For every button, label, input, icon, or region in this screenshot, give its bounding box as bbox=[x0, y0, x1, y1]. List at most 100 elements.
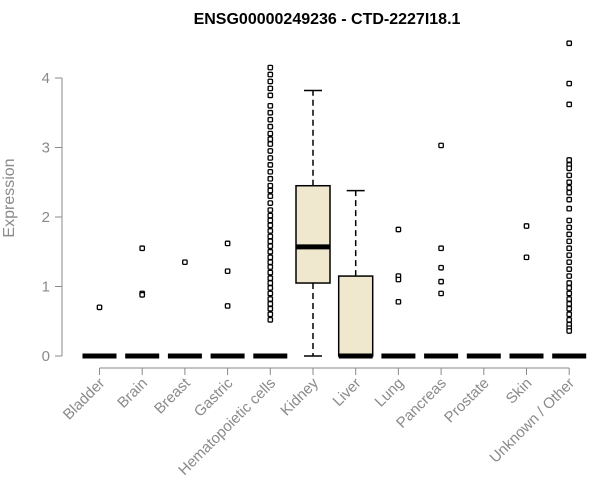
x-tick-label: Bladder bbox=[60, 375, 109, 424]
outlier-point bbox=[267, 175, 274, 182]
outlier-point bbox=[267, 228, 274, 234]
outlier-point bbox=[566, 101, 573, 108]
outlier-point bbox=[267, 280, 274, 286]
outlier-point bbox=[566, 172, 573, 179]
outlier-point bbox=[566, 205, 573, 212]
outlier-point bbox=[224, 240, 231, 247]
outlier-point bbox=[267, 141, 274, 147]
outlier-point bbox=[267, 200, 274, 206]
outlier-point bbox=[96, 304, 103, 311]
x-tick-label: Kidney bbox=[277, 374, 322, 419]
outlier-point bbox=[267, 109, 274, 116]
outlier-point bbox=[395, 276, 402, 283]
box-group-unknown-other bbox=[552, 40, 587, 359]
outlier-point bbox=[267, 275, 274, 282]
box-group-kidney bbox=[295, 89, 331, 357]
outlier-point bbox=[224, 303, 231, 309]
outlier-point bbox=[566, 328, 573, 334]
outlier-point bbox=[566, 259, 573, 266]
outlier-point bbox=[566, 266, 573, 272]
y-tick-label: 2 bbox=[42, 209, 50, 226]
outlier-point bbox=[438, 278, 444, 285]
outlier-point bbox=[267, 130, 274, 137]
box-group-breast bbox=[167, 259, 202, 359]
y-axis: 0 1 2 3 4 bbox=[42, 70, 63, 365]
outlier-point bbox=[267, 162, 274, 168]
y-axis-label: Expression bbox=[1, 158, 18, 237]
outlier-point bbox=[139, 245, 146, 252]
outlier-point bbox=[267, 168, 274, 175]
outlier-point bbox=[566, 317, 573, 323]
outlier-point bbox=[267, 301, 274, 307]
box-group-bladder bbox=[82, 304, 117, 359]
outlier-point bbox=[267, 85, 274, 92]
outlier-point bbox=[566, 80, 573, 87]
outlier-point bbox=[566, 217, 573, 224]
outlier-point bbox=[267, 136, 274, 143]
outlier-point bbox=[566, 157, 573, 163]
outlier-point bbox=[267, 317, 274, 323]
outlier-point bbox=[566, 273, 573, 279]
outlier-point bbox=[566, 301, 573, 307]
outlier-point bbox=[566, 184, 573, 191]
outlier-point bbox=[566, 252, 573, 259]
outlier-point bbox=[566, 40, 573, 47]
outlier-point bbox=[267, 233, 274, 240]
box-group-skin bbox=[509, 223, 544, 359]
outlier-point bbox=[267, 182, 274, 189]
outlier-point bbox=[566, 189, 573, 196]
outlier-point bbox=[566, 231, 573, 238]
outlier-point bbox=[566, 296, 573, 302]
x-tick-label: Brain bbox=[114, 375, 151, 412]
outlier-point bbox=[566, 179, 573, 186]
outlier-point bbox=[566, 238, 573, 245]
outlier-point bbox=[566, 224, 573, 231]
outlier-point bbox=[438, 290, 444, 297]
box-group-hematopoietic-cells bbox=[253, 64, 288, 359]
outlier-point bbox=[438, 142, 444, 149]
plot-area bbox=[82, 40, 587, 359]
outlier-point bbox=[224, 268, 231, 275]
outlier-point bbox=[267, 248, 274, 255]
outlier-point bbox=[267, 116, 274, 123]
outlier-point bbox=[438, 264, 444, 271]
x-tick-label: Liver bbox=[330, 375, 365, 410]
outlier-point bbox=[267, 212, 274, 219]
outlier-point bbox=[267, 243, 274, 250]
y-tick-label: 0 bbox=[42, 348, 50, 365]
outlier-point bbox=[566, 285, 573, 291]
outlier-point bbox=[523, 254, 530, 261]
outlier-point bbox=[267, 259, 274, 266]
outlier-point bbox=[267, 102, 274, 109]
outlier-point bbox=[566, 290, 573, 297]
outlier-point bbox=[267, 78, 274, 85]
outlier-point bbox=[438, 245, 444, 252]
box-group-brain bbox=[125, 245, 160, 359]
box-group-gastric bbox=[210, 240, 245, 359]
box-group-lung bbox=[381, 226, 416, 359]
outlier-point bbox=[267, 207, 274, 213]
outlier-point bbox=[566, 245, 573, 252]
outlier-point bbox=[523, 223, 530, 229]
outlier-point bbox=[267, 155, 274, 161]
x-tick-label: Breast bbox=[151, 374, 194, 417]
outlier-point bbox=[267, 305, 274, 312]
box-group-pancreas bbox=[424, 142, 459, 359]
y-tick-label: 4 bbox=[42, 70, 50, 87]
y-tick-label: 3 bbox=[42, 140, 50, 157]
outlier-point bbox=[267, 254, 274, 261]
outlier-point bbox=[267, 187, 274, 194]
outlier-point bbox=[267, 290, 274, 297]
outlier-point bbox=[395, 226, 402, 233]
outlier-point bbox=[566, 305, 573, 312]
outlier-point bbox=[267, 217, 274, 224]
x-tick-label: Skin bbox=[503, 375, 536, 408]
outlier-point bbox=[267, 222, 274, 229]
outlier-point bbox=[566, 165, 573, 172]
x-tick-label: Prostate bbox=[441, 375, 493, 427]
chart-title: ENSG00000249236 - CTD-2227I18.1 bbox=[194, 11, 461, 28]
outlier-point bbox=[139, 291, 146, 298]
outlier-point bbox=[267, 123, 274, 130]
